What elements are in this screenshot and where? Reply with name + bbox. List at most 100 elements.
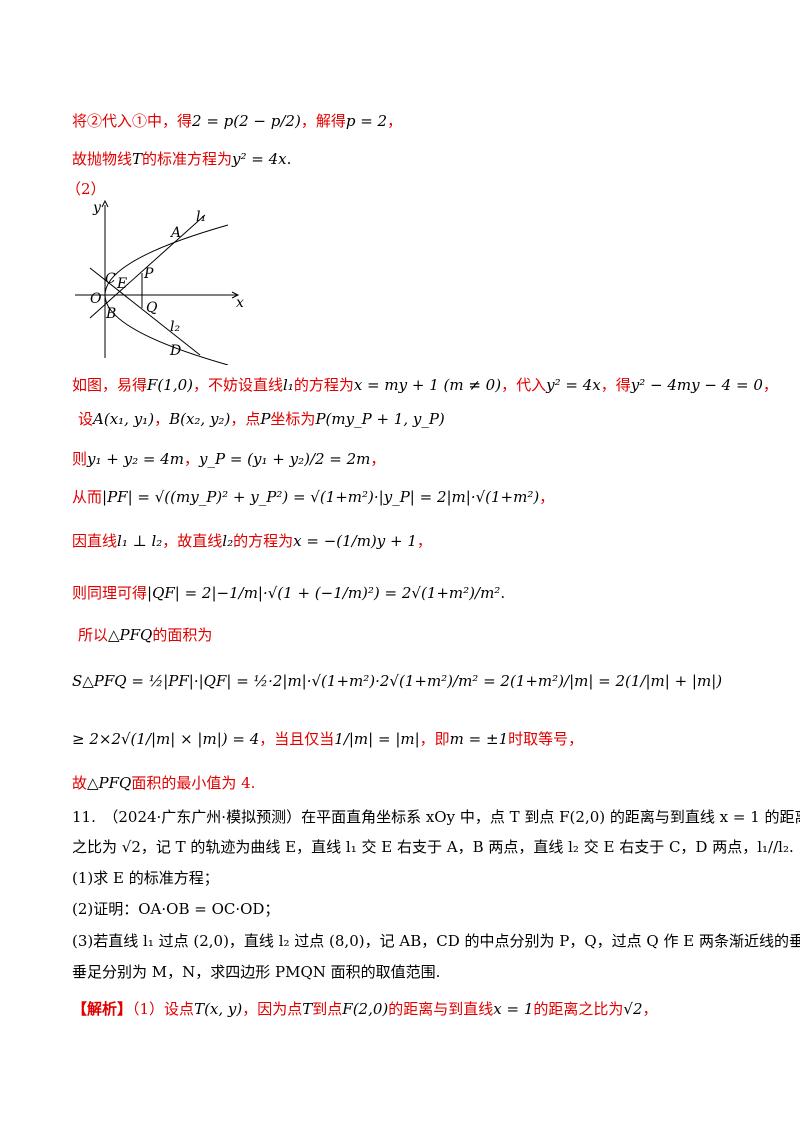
label: B (105, 306, 116, 322)
label: O (90, 291, 102, 307)
label: C (105, 271, 116, 287)
text: 垂足分别为 M，N，求四边形 PMQN 面积的取值范围. (72, 963, 441, 981)
text: 将②代入①中，得 (72, 112, 193, 130)
figure: y x O C E P A B Q D l₁ l₂ (75, 199, 244, 365)
line: 则同理可得|QF| = 2|−1/m|·√(1 + (−1/m)²) = 2√(… (72, 582, 505, 603)
text: (3)若直线 l₁ 过点 (2,0)，直线 l₂ 过点 (8,0)，记 AB，C… (72, 932, 800, 950)
math: |PF| = √((my_P)² + y_P²) = √(1+m²)·|y_P|… (102, 488, 540, 506)
math: m = ±1 (449, 730, 509, 748)
text: ，即 (419, 730, 450, 748)
text: ， (539, 488, 555, 506)
text: 如图，易得 (72, 376, 148, 394)
line: 因直线l₁ ⊥ l₂，故直线l₂的方程为x = −(1/m)y + 1， (72, 530, 432, 551)
text: ， (154, 410, 170, 428)
line-l1 (89, 214, 206, 319)
text: 所以 (78, 626, 109, 644)
math: y² = 4x (232, 150, 287, 168)
line: (1)求 E 的标准方程； (72, 867, 219, 888)
text: 的面积为 (152, 626, 213, 644)
line: ≥ 2×2√(1/|m| × |m|) = 4，当且仅当1/|m| = |m|，… (72, 728, 583, 749)
line: （2） (66, 178, 106, 199)
text: ， (416, 532, 432, 550)
text: ，解得 (300, 112, 346, 130)
text: ，当且仅当 (259, 730, 335, 748)
math: y² − 4my − 4 = 0 (630, 376, 763, 394)
text: 坐标为 (270, 410, 316, 428)
label: E (116, 276, 127, 292)
text: （2） (66, 180, 106, 198)
math: x = my + 1 (m ≠ 0) (353, 376, 502, 394)
text: ， (387, 112, 403, 130)
label: A (169, 225, 181, 241)
text: 11. （2024·广东广州·模拟预测）在平面直角坐标系 xOy 中，点 T 到… (72, 808, 800, 826)
text: ，得 (600, 376, 631, 394)
math: S△PFQ = ½|PF|·|QF| = ½·2|m|·√(1+m²)·2√(1… (72, 672, 723, 690)
line: (3)若直线 l₁ 过点 (2,0)，直线 l₂ 过点 (8,0)，记 AB，C… (72, 930, 800, 951)
math: |QF| = 2|−1/m|·√(1 + (−1/m)²) = 2√(1+m²)… (147, 584, 501, 602)
line: 从而|PF| = √((my_P)² + y_P²) = √(1+m²)·|y_… (72, 486, 554, 507)
text: 的距离之比为 (533, 1000, 624, 1018)
line: (2)证明：OA·OB = OC·OD； (72, 898, 279, 919)
math: A(x₁, y₁) (93, 410, 155, 428)
text: ，不妨设直线 (192, 376, 283, 394)
line: 11. （2024·广东广州·模拟预测）在平面直角坐标系 xOy 中，点 T 到… (72, 806, 800, 827)
text: (2)证明：OA·OB = OC·OD； (72, 900, 280, 918)
line: 将②代入①中，得2 = p(2 − p/2)，解得p = 2， (72, 110, 402, 131)
label: Q (146, 300, 158, 316)
math: 2 = p(2 − p/2) (192, 112, 301, 130)
math: 1/|m| = |m| (334, 730, 420, 748)
label: P (143, 266, 154, 282)
line: 所以△PFQ的面积为 (78, 624, 212, 645)
text: ， (642, 1000, 658, 1018)
text: 面积的最小值为 4. (131, 774, 256, 792)
label: l₁ (196, 209, 206, 225)
math: l₁ (283, 376, 294, 394)
arrows (101, 199, 240, 299)
label: D (169, 343, 181, 359)
text: 【解析】 (72, 1000, 133, 1018)
math: △PFQ (108, 626, 153, 644)
math: x = −(1/m)y + 1 (293, 532, 417, 550)
math: ≥ 2×2√(1/|m| × |m|) = 4 (72, 730, 260, 748)
text: （1）设点 (132, 1000, 195, 1018)
text: ， (183, 450, 199, 468)
math: y_P = (y₁ + y₂)/2 = 2m (198, 450, 371, 468)
math: x = 1 (493, 1000, 534, 1018)
math: T (132, 150, 143, 168)
text: 的方程为 (233, 532, 294, 550)
text: . (286, 150, 292, 168)
text: 之比为 √2，记 T 的轨迹为曲线 E，直线 l₁ 交 E 右支于 A，B 两点… (72, 838, 794, 856)
math: y² = 4x (546, 376, 601, 394)
line: 故△PFQ面积的最小值为 4. (72, 772, 255, 793)
text: 的距离与到直线 (388, 1000, 494, 1018)
line: 【解析】（1）设点T(x, y)，因为点T到点F(2,0)的距离与到直线x = … (72, 998, 658, 1019)
math: P(my_P + 1, y_P) (315, 410, 445, 428)
math: T(x, y) (194, 1000, 243, 1018)
text: 从而 (72, 488, 103, 506)
line-l2 (89, 267, 201, 356)
math: l₂ (222, 532, 234, 550)
text: ，故直线 (162, 532, 223, 550)
text: 则 (72, 450, 88, 468)
line: 垂足分别为 M，N，求四边形 PMQN 面积的取值范围. (72, 961, 440, 982)
text: 故抛物线 (72, 150, 133, 168)
math: P (260, 410, 271, 428)
math: T (302, 1000, 313, 1018)
line: 之比为 √2，记 T 的轨迹为曲线 E，直线 l₁ 交 E 右支于 A，B 两点… (72, 836, 794, 857)
math: F(1,0) (147, 376, 193, 394)
math: B(x₂, y₂) (169, 410, 231, 428)
line: 则y₁ + y₂ = 4m，y_P = (y₁ + y₂)/2 = 2m， (72, 448, 385, 469)
text: 时取等号， (508, 730, 584, 748)
line: S△PFQ = ½|PF|·|QF| = ½·2|m|·√(1+m²)·2√(1… (72, 672, 722, 690)
math: y₁ + y₂ = 4m (87, 450, 184, 468)
text: 的标准方程为 (142, 150, 233, 168)
parabola (104, 224, 229, 365)
text: ， (370, 450, 386, 468)
label: x (236, 295, 244, 311)
line: 设A(x₁, y₁)，B(x₂, y₂)，点P坐标为P(my_P + 1, y_… (78, 408, 445, 429)
text: ，代入 (501, 376, 547, 394)
math: △PFQ (87, 774, 132, 792)
math: l₁ ⊥ l₂ (117, 532, 163, 550)
text: 则同理可得 (72, 584, 148, 602)
